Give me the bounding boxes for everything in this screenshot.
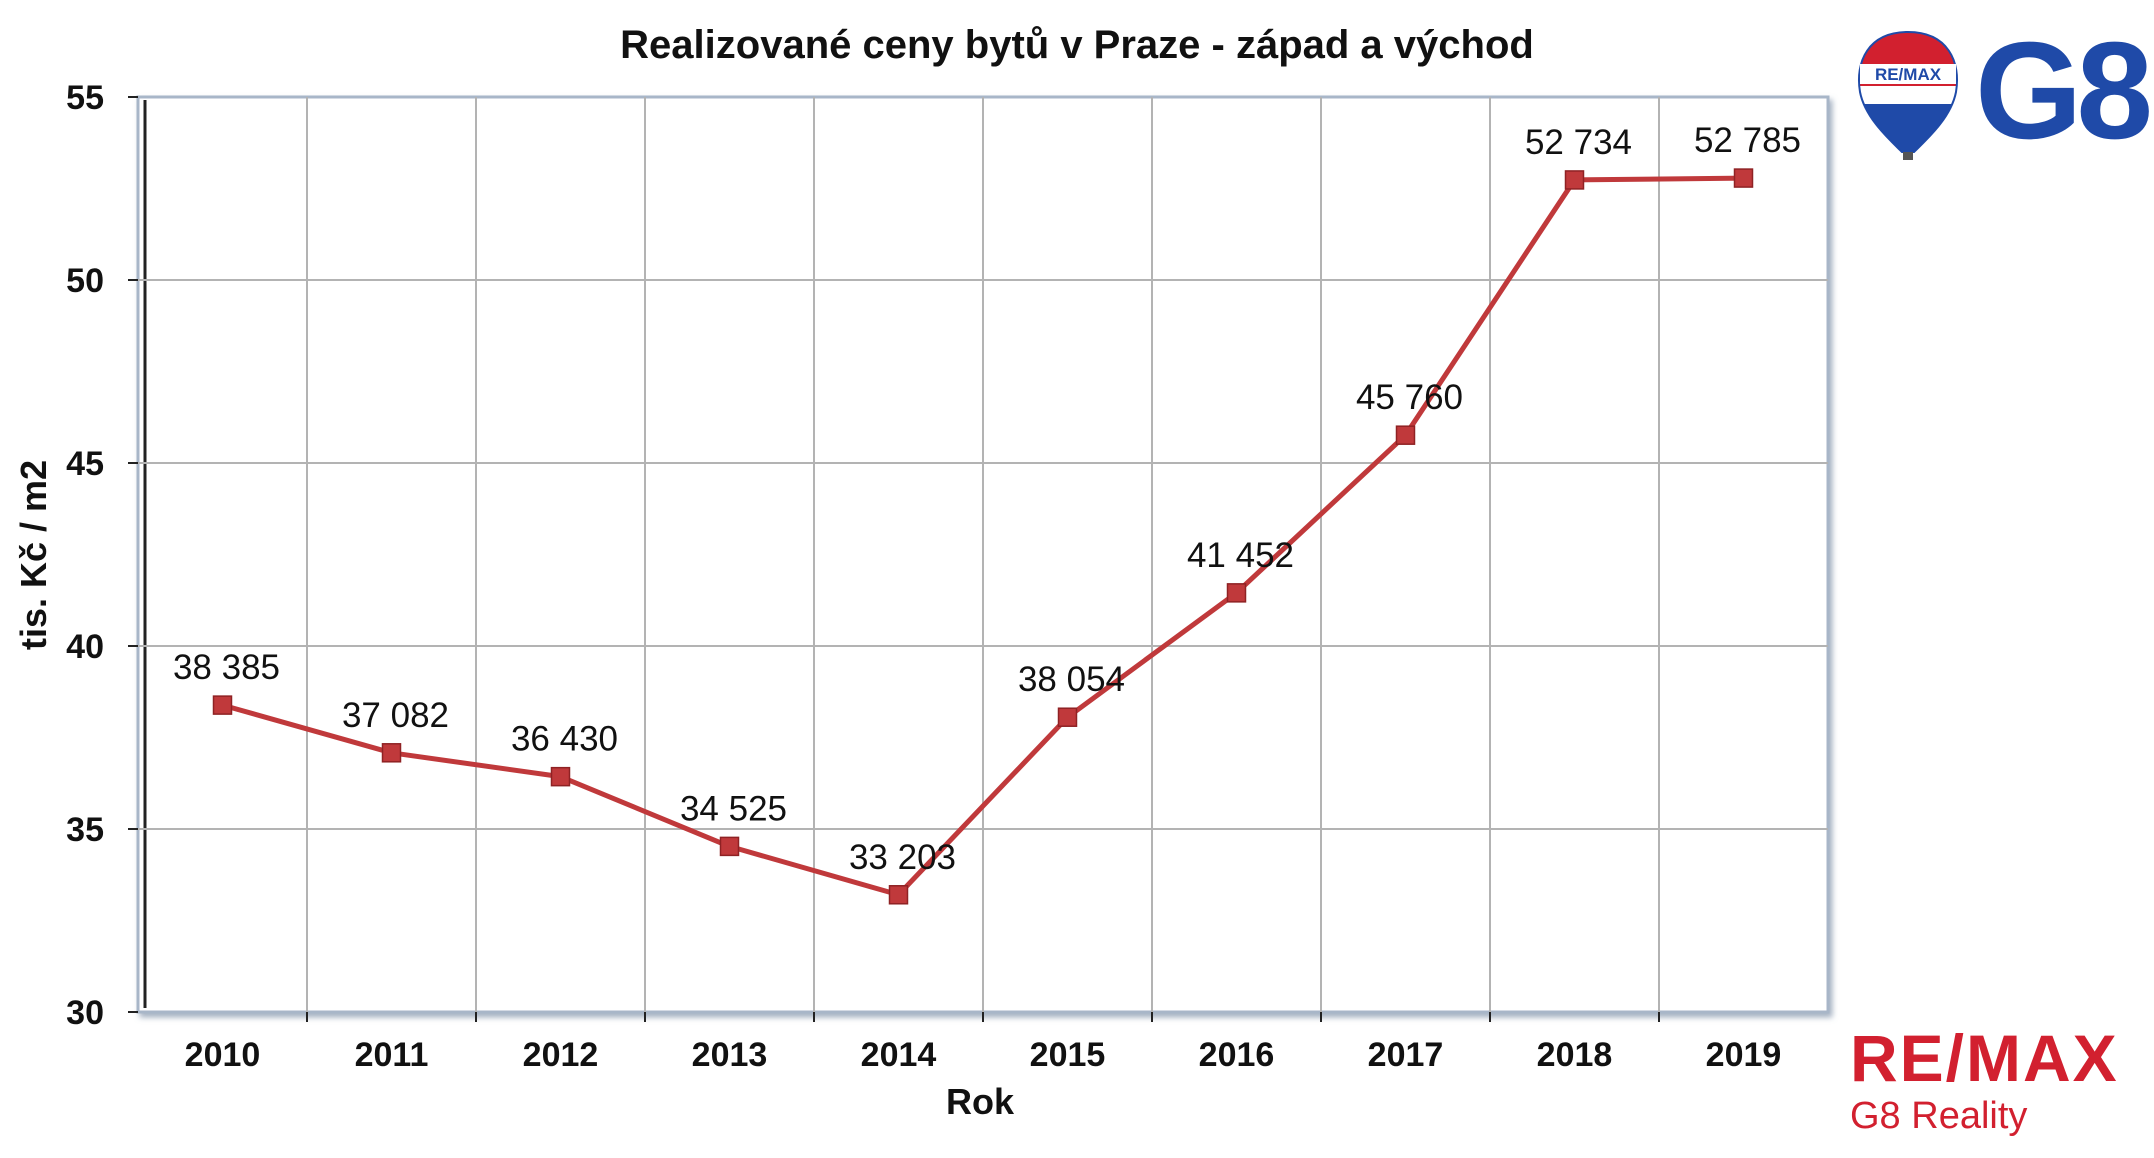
footer-brand: RE/MAX xyxy=(1850,1021,2119,1095)
y-tick-label: 50 xyxy=(66,262,104,300)
x-tick-label: 2019 xyxy=(1706,1036,1782,1074)
data-label: 52 785 xyxy=(1694,121,1801,160)
x-tick-label: 2014 xyxy=(861,1036,937,1074)
x-tick-label: 2010 xyxy=(185,1036,261,1074)
data-labels: 38 385 37 082 36 430 34 525 33 203 38 054 41 4… xyxy=(173,121,1801,877)
data-point-marker xyxy=(1226,583,1247,603)
data-label: 36 430 xyxy=(511,720,618,759)
y-tick-label: 55 xyxy=(66,79,104,117)
data-point-marker xyxy=(1733,168,1754,188)
data-label: 38 054 xyxy=(1018,660,1125,699)
y-tick-label: 30 xyxy=(66,994,104,1032)
data-label: 52 734 xyxy=(1525,123,1632,162)
series-line xyxy=(221,175,1744,898)
x-tick-label: 2016 xyxy=(1199,1036,1275,1074)
x-tick-label: 2013 xyxy=(692,1036,768,1074)
data-point-marker xyxy=(1564,170,1585,190)
balloon-logo-text: RE/MAX xyxy=(1875,65,1942,84)
data-label: 33 203 xyxy=(849,838,956,877)
chart-title: Realizované ceny bytů v Praze - západ a … xyxy=(620,23,1534,67)
y-tick-label: 45 xyxy=(66,445,104,483)
remax-balloon-logo: RE/MAX xyxy=(1858,30,1958,160)
series-markers xyxy=(212,168,1754,905)
x-tick-label: 2012 xyxy=(523,1036,599,1074)
g8-logo: G8 xyxy=(1975,14,2153,168)
y-tick-labels: 30 35 40 45 50 55 xyxy=(66,79,104,1032)
x-tick-label: 2015 xyxy=(1030,1036,1106,1074)
data-point-marker xyxy=(1395,425,1416,445)
x-tick-label: 2017 xyxy=(1368,1036,1444,1074)
footer-subtitle: G8 Reality xyxy=(1850,1095,2028,1137)
remax-footer-logo: RE/MAX G8 Reality xyxy=(1850,1025,2140,1135)
data-label: 45 760 xyxy=(1356,378,1463,417)
data-point-marker xyxy=(1057,707,1078,727)
data-point-marker xyxy=(550,766,571,787)
grid-lines xyxy=(128,96,1828,1022)
data-point-marker xyxy=(212,695,233,715)
y-tick-label: 40 xyxy=(66,628,104,666)
data-label: 34 525 xyxy=(680,789,787,828)
data-label: 37 082 xyxy=(342,696,449,735)
y-axis-label: tis. Kč / m2 xyxy=(13,460,54,650)
y-tick-label: 35 xyxy=(66,811,104,849)
data-label: 41 452 xyxy=(1187,536,1294,575)
x-tick-labels: 2010 2011 2012 2013 2014 2015 2016 2017 2018 2019 xyxy=(185,1036,1782,1074)
data-point-marker xyxy=(888,885,909,905)
x-tick-label: 2011 xyxy=(355,1036,429,1074)
data-point-marker xyxy=(381,743,402,763)
series-polyline xyxy=(221,175,1744,898)
data-label: 38 385 xyxy=(173,648,280,687)
data-point-marker xyxy=(719,836,740,857)
x-tick-label: 2018 xyxy=(1537,1036,1613,1074)
x-axis-label: Rok xyxy=(946,1081,1015,1122)
